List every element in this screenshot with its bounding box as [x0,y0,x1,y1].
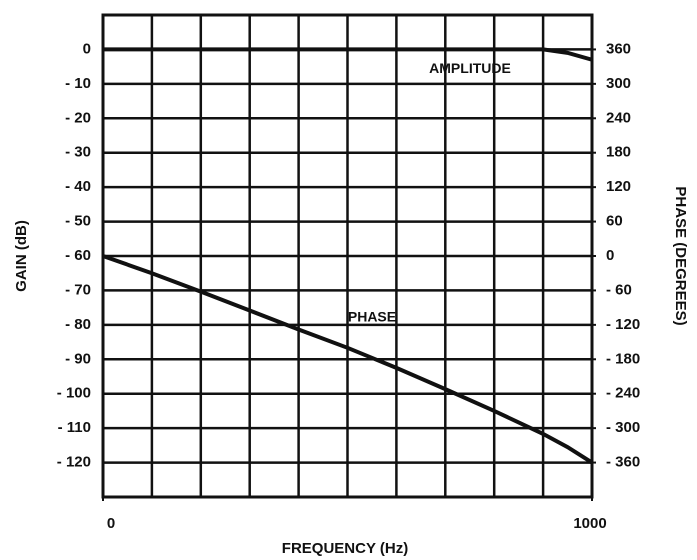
y-axis-label: GAIN (dB) [13,220,30,292]
y2-tick-label: 120 [606,178,631,195]
y-tick-label: - 30 [65,144,91,161]
y-tick-label: - 40 [65,178,91,195]
y2-tick-label: - 120 [606,316,640,333]
series-line [102,254,594,465]
y-tick-label: - 110 [58,419,91,436]
y-tick-label: 0 [83,40,91,57]
series-line [103,47,593,62]
y2-tick-label: - 300 [606,419,640,436]
y-tick-label: - 60 [65,247,91,264]
x-tick-label: 0 [107,515,115,532]
y-tick-label: - 10 [65,75,91,92]
y-tick-label: - 50 [65,213,91,230]
y-tick-label: - 70 [65,281,91,298]
series-annotation: PHASE [348,309,396,325]
y-tick-label: - 20 [65,109,91,126]
y2-tick-label: - 60 [606,281,632,298]
y-tick-label: - 120 [57,454,91,471]
y-tick-label: - 100 [57,385,91,402]
y2-tick-label: - 360 [606,454,640,471]
x-tick-label: 1000 [573,515,606,532]
y2-tick-label: 360 [606,40,631,57]
y2-tick-label: 0 [606,247,614,264]
y2-tick-label: 300 [606,75,631,92]
y2-axis-label: PHASE (DEGREES) [672,186,689,325]
y2-tick-label: 240 [606,109,631,126]
x-axis-label: FREQUENCY (Hz) [282,540,408,557]
y2-tick-label: - 240 [606,385,640,402]
y2-tick-label: 60 [606,213,623,230]
y-tick-label: - 80 [65,316,91,333]
y2-tick-label: 180 [606,144,631,161]
y-tick-label: - 90 [65,350,91,367]
y2-tick-label: - 180 [606,350,640,367]
series-annotation: AMPLITUDE [429,60,511,76]
